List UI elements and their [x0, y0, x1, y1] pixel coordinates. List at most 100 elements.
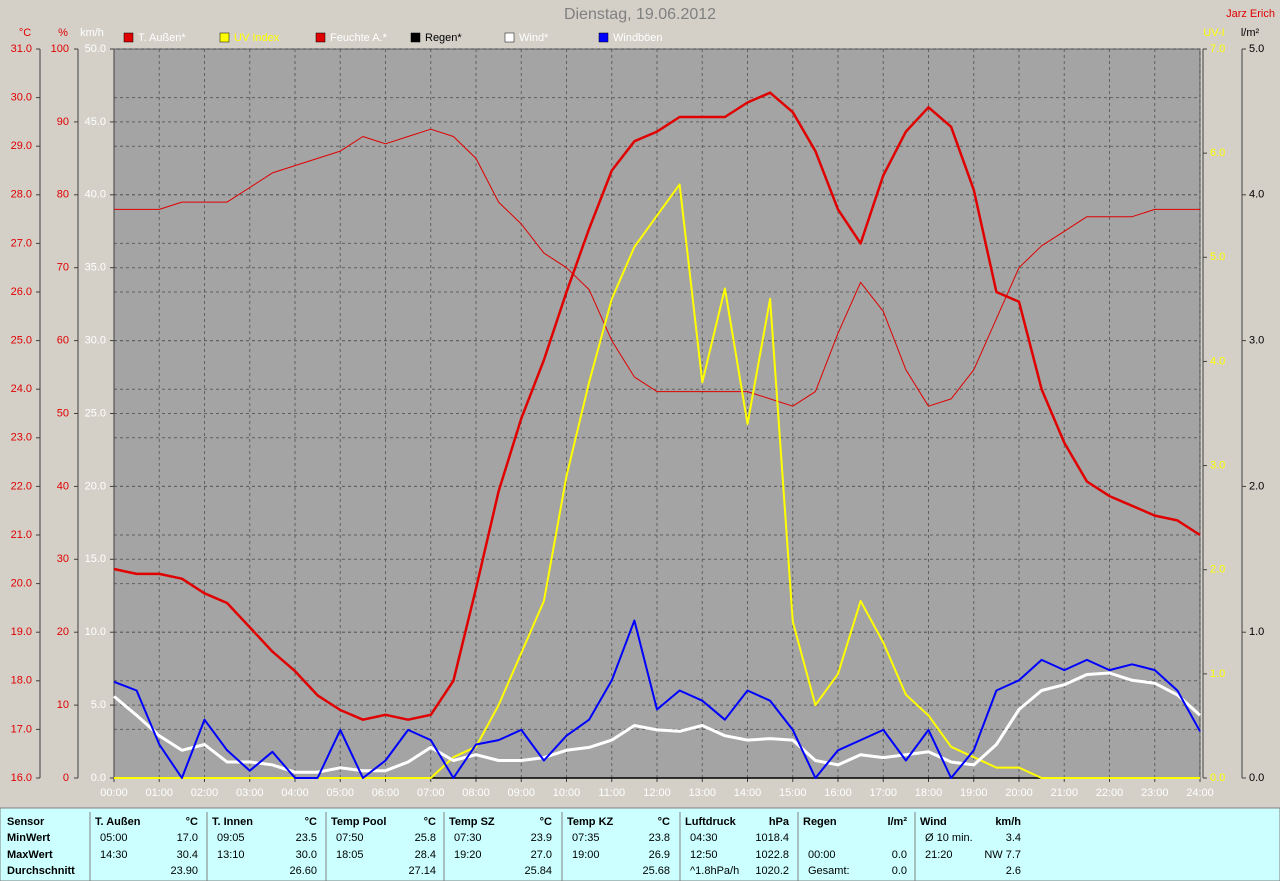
cell-value: 25.68	[642, 865, 670, 877]
x-tick-label: 20:00	[1005, 787, 1033, 799]
x-tick-label: 21:00	[1050, 787, 1078, 799]
cell-value: 27.14	[408, 865, 436, 877]
cell-value: 23.5	[296, 832, 317, 844]
y-tick-label: 0.0	[91, 772, 106, 784]
x-tick-label: 06:00	[372, 787, 400, 799]
x-tick-label: 07:00	[417, 787, 445, 799]
column-unit: km/h	[995, 816, 1021, 828]
cell-label: 13:10	[217, 849, 245, 861]
y-tick-label: 4.0	[1210, 355, 1225, 367]
y-tick-label: 3.0	[1249, 335, 1264, 347]
y-tick-label: 2.0	[1210, 564, 1225, 576]
y-tick-label: 25.0	[85, 407, 106, 419]
y-tick-label: 20.0	[85, 480, 106, 492]
y-tick-label: 21.0	[11, 529, 32, 541]
legend-label: Feuchte A.*	[330, 32, 388, 44]
cell-value: 28.4	[415, 849, 436, 861]
x-tick-label: 11:00	[598, 787, 625, 799]
y-tick-label: 90	[57, 116, 69, 128]
legend-label: UV Index	[234, 32, 280, 44]
legend-swatch	[123, 32, 134, 43]
y-tick-label: 40	[57, 480, 69, 492]
cell-value: 3.4	[1006, 832, 1021, 844]
legend-swatch	[504, 32, 515, 43]
y-tick-label: 18.0	[11, 675, 32, 687]
y-tick-label: 35.0	[85, 262, 106, 274]
y-tick-label: 15.0	[85, 553, 106, 565]
axis-unit: °C	[19, 27, 31, 39]
x-tick-label: 10:00	[553, 787, 581, 799]
cell-label: 19:20	[454, 849, 482, 861]
y-tick-label: 28.0	[11, 189, 32, 201]
cell-value: 23.8	[649, 832, 670, 844]
x-tick-label: 19:00	[960, 787, 988, 799]
y-tick-label: 40.0	[85, 189, 106, 201]
x-tick-label: 14:00	[734, 787, 762, 799]
cell-label: 18:05	[336, 849, 364, 861]
y-tick-label: 100	[51, 43, 69, 55]
y-tick-label: 27.0	[11, 237, 32, 249]
x-tick-label: 08:00	[462, 787, 490, 799]
cell-value: 23.9	[531, 832, 552, 844]
y-tick-label: 50	[57, 407, 69, 419]
column-unit: °C	[658, 816, 670, 828]
y-tick-label: 45.0	[85, 116, 106, 128]
series-line	[113, 91, 1201, 721]
y-tick-label: 0.0	[1210, 772, 1225, 784]
cell-value: NW 7.7	[984, 849, 1021, 861]
column-unit: °C	[540, 816, 552, 828]
x-tick-label: 09:00	[507, 787, 535, 799]
y-tick-label: 26.0	[11, 286, 32, 298]
legend-label: Windböen	[613, 32, 663, 44]
cell-label: 14:30	[100, 849, 128, 861]
legend-swatch	[598, 32, 609, 43]
column-header: Temp Pool	[331, 816, 386, 828]
cell-label: 09:05	[217, 832, 245, 844]
y-tick-label: 24.0	[11, 383, 32, 395]
x-tick-label: 03:00	[236, 787, 264, 799]
cell-label: 21:20	[925, 849, 953, 861]
cell-label: 07:30	[454, 832, 482, 844]
column-unit: °C	[424, 816, 436, 828]
x-tick-label: 13:00	[688, 787, 716, 799]
row-label: MaxWert	[7, 849, 53, 861]
cell-label: 07:50	[336, 832, 364, 844]
cell-label: 19:00	[572, 849, 600, 861]
y-tick-label: 50.0	[85, 43, 106, 55]
cell-label: ^1.8hPa/h	[690, 865, 739, 877]
y-tick-label: 0	[63, 772, 69, 784]
x-tick-label: 15:00	[779, 787, 807, 799]
y-tick-label: 31.0	[11, 43, 32, 55]
legend-label: T. Außen*	[138, 32, 186, 44]
cell-value: 26.9	[649, 849, 670, 861]
legend-label: Wind*	[519, 32, 549, 44]
column-header: T. Innen	[212, 816, 253, 828]
y-tick-label: 23.0	[11, 432, 32, 444]
series-line	[113, 671, 1202, 774]
y-tick-label: 20	[57, 626, 69, 638]
y-tick-label: 4.0	[1249, 189, 1264, 201]
y-tick-label: 7.0	[1210, 43, 1225, 55]
column-header: Wind	[920, 816, 947, 828]
y-tick-label: 19.0	[11, 626, 32, 638]
cell-value: 30.4	[177, 849, 198, 861]
x-tick-label: 17:00	[869, 787, 897, 799]
x-tick-label: 12:00	[643, 787, 671, 799]
chart-title: Dienstag, 19.06.2012	[564, 6, 716, 23]
x-tick-label: 16:00	[824, 787, 852, 799]
y-tick-label: 25.0	[11, 335, 32, 347]
series-line	[113, 619, 1201, 779]
column-unit: °C	[305, 816, 317, 828]
y-tick-label: 80	[57, 189, 69, 201]
cell-value: 0.0	[892, 849, 907, 861]
row-label: Durchschnitt	[7, 865, 75, 877]
row-label: MinWert	[7, 832, 51, 844]
cell-value: 23.90	[170, 865, 198, 877]
x-tick-label: 01:00	[145, 787, 173, 799]
y-tick-label: 70	[57, 262, 69, 274]
cell-value: 1022.8	[755, 849, 789, 861]
y-tick-label: 29.0	[11, 140, 32, 152]
y-tick-label: 6.0	[1210, 147, 1225, 159]
